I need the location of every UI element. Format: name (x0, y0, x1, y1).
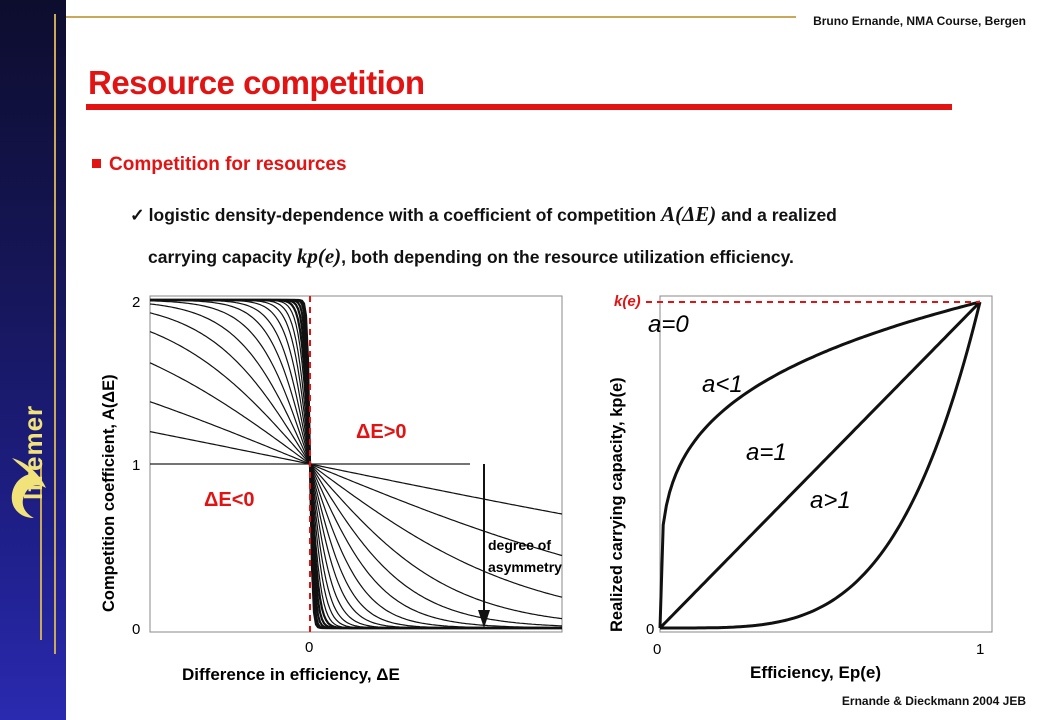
sigmoid-curve (149, 312, 563, 627)
line1-text-b: and a realized (716, 205, 837, 225)
right-xlabel: Efficiency, Ep(e) (750, 663, 881, 682)
asymmetry-label-1: degree of (488, 537, 551, 553)
line1-math: A(ΔE) (661, 202, 717, 226)
right-x-tick-1: 1 (976, 641, 984, 658)
left-ylabel: Competition coefficient, A(ΔE) (100, 374, 118, 612)
y-tick-0: 0 (132, 621, 140, 638)
label-positive-de: ΔE>0 (356, 421, 407, 443)
slide-title: Resource competition (88, 64, 425, 101)
carrying-capacity-chart: k(e) 0 0 1 a=0 a<1 a=1 a>1 Realized carr… (608, 293, 993, 682)
square-bullet-icon (92, 159, 101, 168)
asymmetry-arrow-head-icon (478, 610, 490, 628)
line1-text-a: logistic density-dependence with a coeff… (148, 205, 662, 225)
line2-math: kp(e) (296, 244, 342, 268)
curve-label-a-equal-1: a=1 (746, 439, 787, 466)
sidebar-gold-line (54, 14, 56, 654)
x-tick-0: 0 (305, 639, 313, 656)
right-plot-frame (659, 295, 993, 633)
right-x-tick-0: 0 (653, 641, 661, 658)
description-line-1: ✓ logistic density-dependence with a coef… (130, 202, 837, 227)
ke-label: k(e) (614, 293, 641, 310)
right-ylabel: Realized carrying capacity, kp(e) (608, 377, 626, 632)
citation: Ernande & Dieckmann 2004 JEB (841, 694, 1026, 708)
asymmetry-label-2: asymmetry (488, 559, 562, 575)
ifremer-wave-logo-icon (11, 458, 46, 518)
capacity-curve-a>1 (660, 301, 982, 630)
bullet-heading-text: Competition for resources (109, 154, 347, 175)
curve-label-a-less-1: a<1 (702, 371, 743, 398)
right-curves-group (658, 300, 982, 630)
capacity-curve-a=1 (658, 300, 982, 630)
brand-sidebar (0, 0, 66, 720)
sigmoid-curve (150, 298, 562, 630)
capacity-curve-a<1 (658, 300, 981, 629)
sigmoid-curve (149, 331, 563, 620)
right-y-tick-0: 0 (646, 621, 654, 638)
left-curves-group (149, 298, 563, 630)
line2-text-a: carrying capacity (148, 247, 297, 267)
description-line-2: carrying capacity kp(e), both depending … (148, 244, 794, 269)
sigmoid-curve (149, 401, 563, 557)
author-credit: Bruno Ernande, NMA Course, Bergen (813, 14, 1026, 28)
y-tick-1: 1 (132, 457, 140, 474)
curve-label-a-greater-1: a>1 (810, 487, 851, 514)
line2-text-b: , both depending on the resource utiliza… (341, 247, 794, 267)
competition-coefficient-chart: 2 1 0 0 ΔE>0 ΔE<0 Competition coefficien… (100, 294, 563, 684)
label-negative-de: ΔE<0 (204, 489, 255, 511)
left-xlabel: Difference in efficiency, ΔE (182, 665, 400, 684)
sidebar-gold-line-lower (40, 460, 42, 640)
sigmoid-curve (149, 303, 562, 629)
bullet-heading: Competition for resources (92, 154, 347, 176)
curve-label-a-equal-0: a=0 (648, 311, 689, 338)
header-gold-line (66, 16, 796, 18)
title-underline (86, 104, 952, 110)
sigmoid-curve (149, 431, 563, 515)
sigmoid-curve (149, 362, 563, 598)
checkmark-icon: ✓ (130, 205, 145, 225)
y-tick-2: 2 (132, 294, 140, 311)
